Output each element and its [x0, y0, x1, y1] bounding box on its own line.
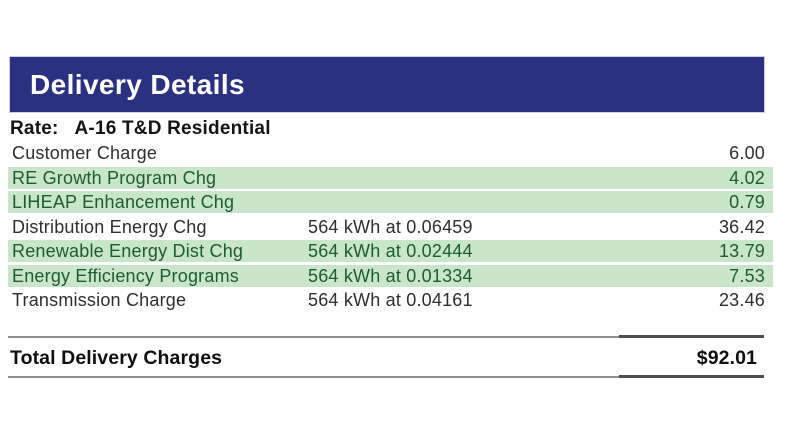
table-row: RE Growth Program Chg 4.02 — [8, 166, 773, 189]
rate-line: Rate: A-16 T&D Residential — [10, 117, 271, 141]
charge-name: LIHEAP Enhancement Chg — [12, 192, 235, 212]
charges-table: Customer Charge 6.00 RE Growth Program Chg… — [8, 142, 773, 314]
charge-name: Distribution Energy Chg — [12, 216, 207, 237]
rule-segment-dark — [619, 335, 764, 338]
charge-amount: 23.46 — [718, 290, 765, 310]
charge-amount: 13.79 — [718, 241, 765, 261]
charge-usage: 564 kWh at 0.06459 — [308, 216, 473, 237]
rate-value: A-16 T&D Residential — [74, 118, 271, 139]
charge-amount: 0.79 — [729, 192, 765, 212]
charge-name: Customer Charge — [12, 143, 158, 163]
charge-usage: 564 kWh at 0.04161 — [308, 290, 473, 310]
rule-segment-light — [8, 336, 619, 338]
section-header-bar: Delivery Details — [10, 57, 764, 112]
charge-amount: 7.53 — [729, 265, 765, 286]
rule-segment-dark — [619, 375, 764, 378]
charge-name: Energy Efficiency Programs — [12, 265, 239, 286]
table-row: Distribution Energy Chg 564 kWh at 0.0645… — [8, 216, 773, 238]
rate-label: Rate: — [10, 118, 59, 139]
charge-name: Renewable Energy Dist Chg — [12, 241, 244, 261]
table-row: Renewable Energy Dist Chg 564 kWh at 0.02… — [8, 240, 773, 262]
table-row: Transmission Charge 564 kWh at 0.04161 23.… — [8, 289, 773, 311]
table-row: Energy Efficiency Programs 564 kWh at 0.0… — [8, 264, 773, 287]
total-rule-bottom — [8, 375, 764, 378]
charge-name: Transmission Charge — [12, 290, 187, 310]
section-title: Delivery Details — [30, 69, 245, 100]
total-rule-top — [8, 335, 764, 338]
table-row: LIHEAP Enhancement Chg 0.79 — [8, 191, 773, 213]
charge-amount: 6.00 — [729, 143, 765, 163]
charge-usage: 564 kWh at 0.02444 — [308, 241, 473, 261]
charge-amount: 36.42 — [718, 216, 765, 237]
total-amount: $92.01 — [696, 347, 757, 369]
table-row: Customer Charge 6.00 — [8, 142, 773, 164]
total-row: Total Delivery Charges $92.01 — [8, 341, 765, 375]
total-label: Total Delivery Charges — [10, 347, 223, 369]
charge-amount: 4.02 — [729, 167, 765, 188]
charge-usage: 564 kWh at 0.01334 — [308, 265, 473, 286]
rule-segment-light — [8, 376, 619, 378]
charge-name: RE Growth Program Chg — [12, 167, 217, 188]
